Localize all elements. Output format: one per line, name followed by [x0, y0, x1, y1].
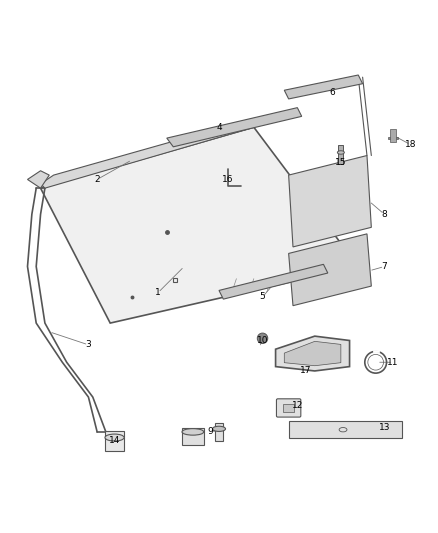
- Text: 2: 2: [94, 175, 100, 184]
- Polygon shape: [219, 264, 328, 299]
- Ellipse shape: [212, 426, 226, 431]
- Polygon shape: [284, 75, 363, 99]
- Text: 13: 13: [378, 423, 390, 432]
- Polygon shape: [289, 421, 402, 439]
- Bar: [105, 431, 124, 450]
- Bar: [182, 427, 204, 445]
- Polygon shape: [289, 156, 371, 247]
- Polygon shape: [289, 234, 371, 305]
- Bar: [215, 423, 223, 441]
- Text: 6: 6: [329, 88, 335, 97]
- Bar: [388, 137, 398, 140]
- Ellipse shape: [105, 434, 124, 441]
- Bar: [338, 144, 343, 164]
- Text: 7: 7: [381, 262, 387, 271]
- Text: 8: 8: [381, 210, 387, 219]
- Polygon shape: [28, 171, 49, 188]
- Polygon shape: [41, 118, 262, 188]
- Text: 3: 3: [85, 341, 91, 349]
- Ellipse shape: [182, 429, 204, 435]
- Text: 12: 12: [292, 401, 303, 410]
- Bar: [391, 128, 396, 142]
- Text: 10: 10: [257, 336, 268, 345]
- Text: 14: 14: [109, 436, 120, 445]
- Text: 17: 17: [300, 367, 312, 375]
- FancyBboxPatch shape: [276, 399, 301, 417]
- Text: 11: 11: [387, 358, 399, 367]
- Polygon shape: [167, 108, 302, 147]
- Bar: [283, 403, 294, 413]
- Text: 18: 18: [405, 140, 416, 149]
- Text: 1: 1: [155, 288, 161, 297]
- Polygon shape: [276, 336, 350, 371]
- Text: 9: 9: [208, 427, 213, 437]
- Text: 4: 4: [216, 123, 222, 132]
- Polygon shape: [41, 127, 358, 323]
- Text: 15: 15: [335, 158, 346, 166]
- Polygon shape: [284, 341, 341, 366]
- Circle shape: [257, 333, 268, 344]
- Text: 16: 16: [222, 175, 233, 184]
- Text: 5: 5: [260, 293, 265, 302]
- Ellipse shape: [337, 151, 344, 154]
